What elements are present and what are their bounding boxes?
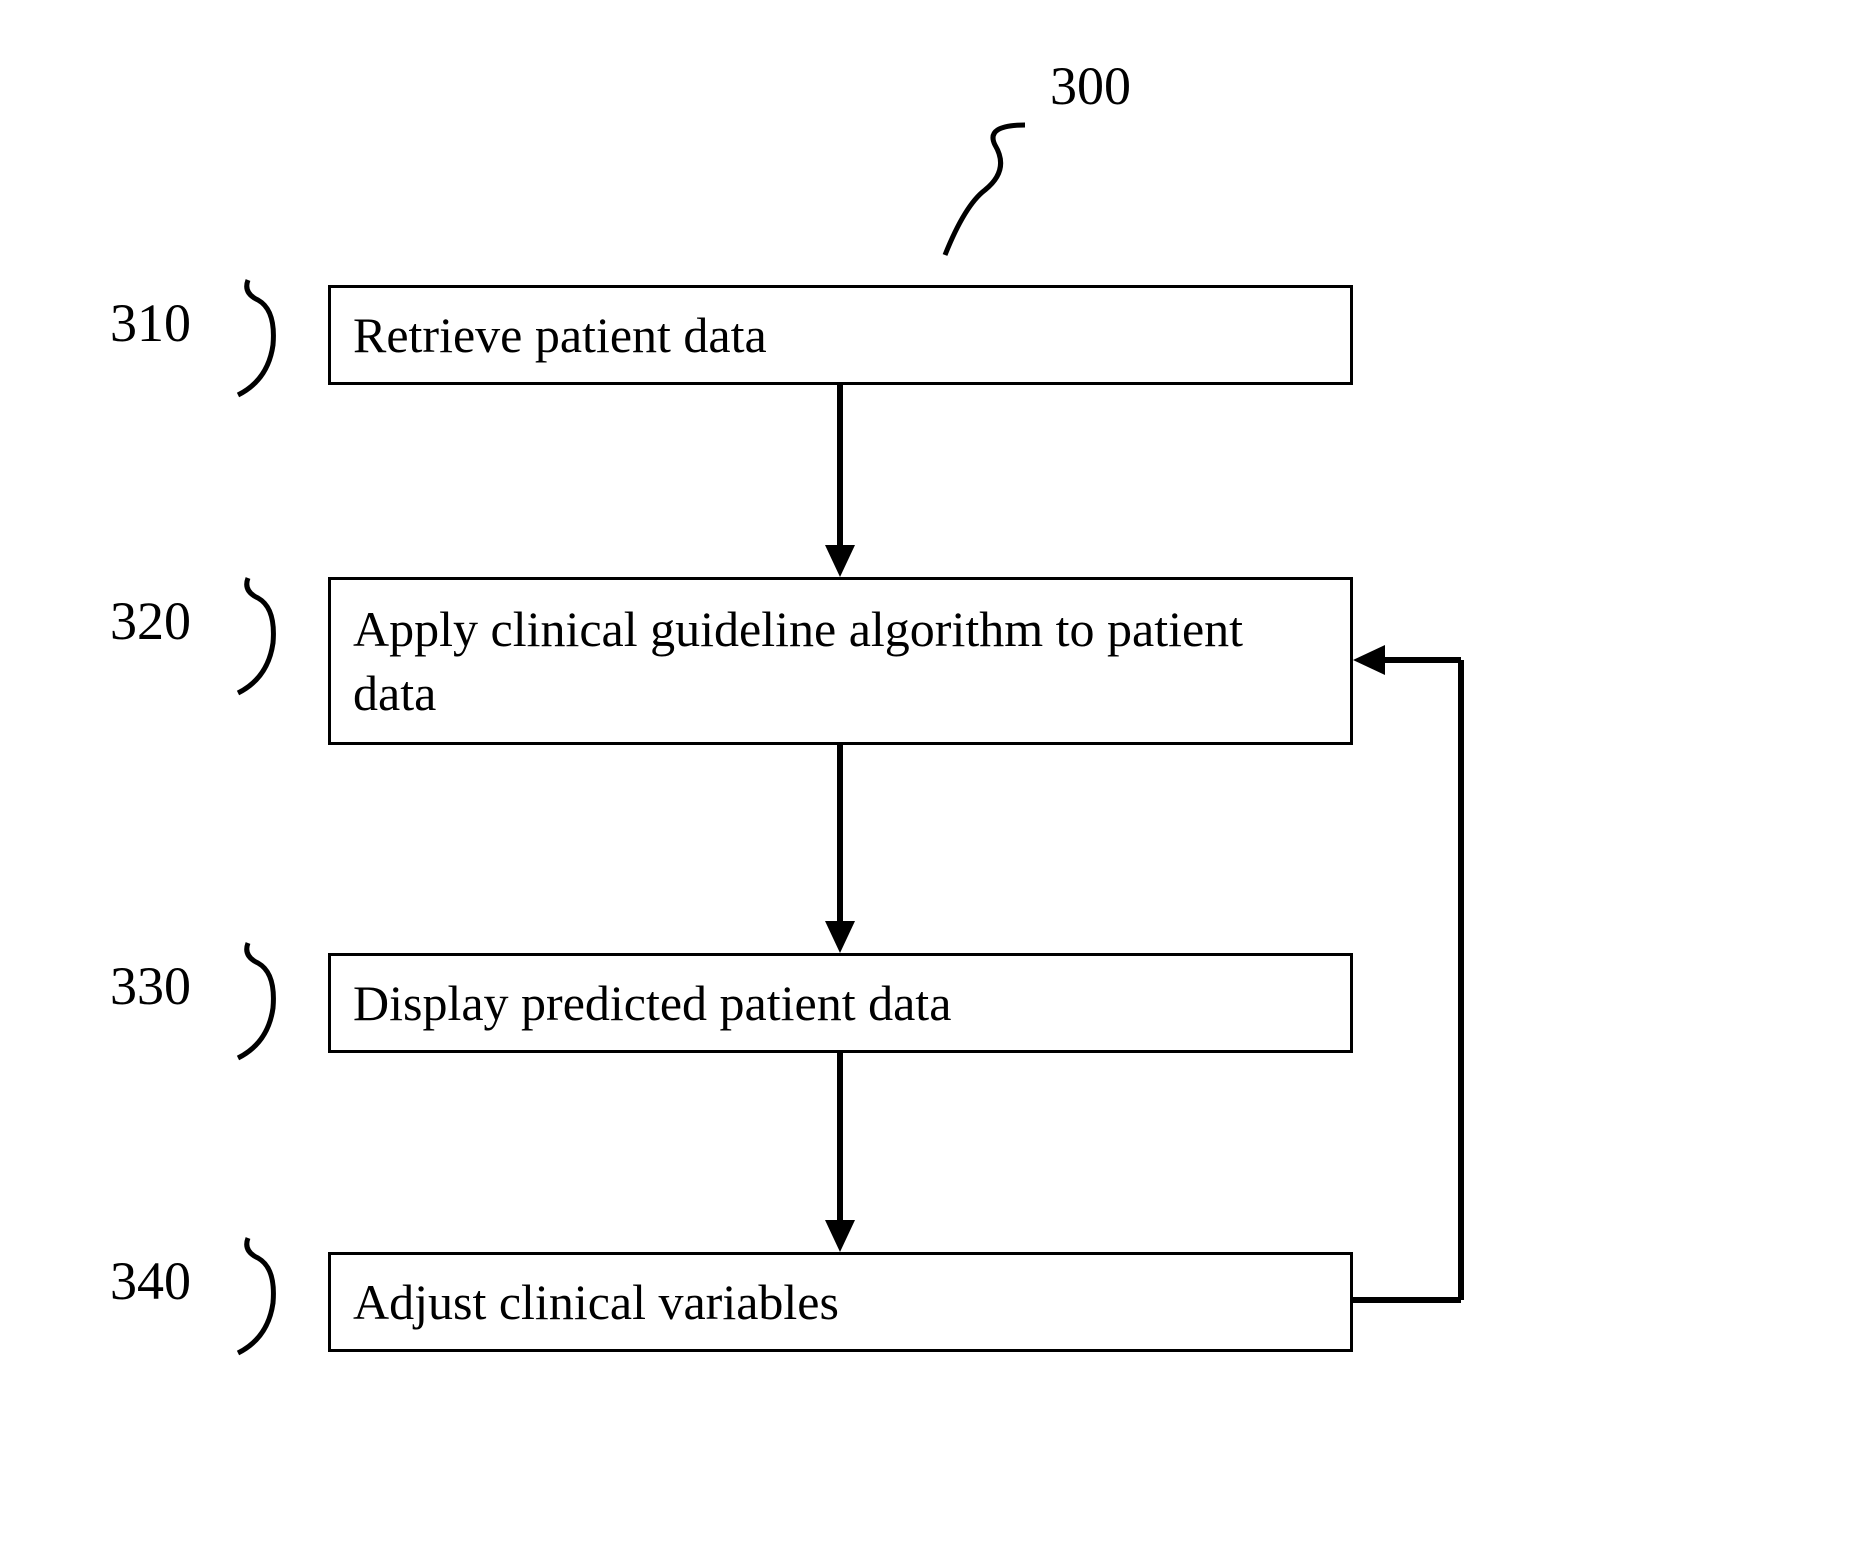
- arrow-340-to-320-feedback: [1353, 630, 1513, 1350]
- arrow-320-to-330: [817, 745, 863, 953]
- ref-label-text: 300: [1050, 56, 1131, 116]
- squiggle-330: [233, 938, 323, 1068]
- ref-label-text: 340: [110, 1251, 191, 1311]
- ref-label-340: 340: [110, 1250, 191, 1312]
- flow-box-text: Adjust clinical variables: [353, 1270, 839, 1334]
- flow-box-text: Apply clinical guideline algorithm to pa…: [353, 597, 1328, 725]
- squiggle-310: [233, 275, 323, 405]
- ref-label-310: 310: [110, 292, 191, 354]
- flow-box-text: Display predicted patient data: [353, 971, 951, 1035]
- flow-box-310: Retrieve patient data: [328, 285, 1353, 385]
- flow-box-340: Adjust clinical variables: [328, 1252, 1353, 1352]
- arrow-330-to-340: [817, 1053, 863, 1252]
- flowchart-diagram: 300 310 Retrieve patient data 320 Apply …: [0, 0, 1854, 1568]
- ref-label-text: 310: [110, 293, 191, 353]
- ref-label-300: 300: [1050, 55, 1131, 117]
- ref-label-text: 320: [110, 591, 191, 651]
- ref-label-text: 330: [110, 956, 191, 1016]
- flow-box-text: Retrieve patient data: [353, 303, 767, 367]
- squiggle-320: [233, 573, 323, 703]
- flow-box-320: Apply clinical guideline algorithm to pa…: [328, 577, 1353, 745]
- flow-box-330: Display predicted patient data: [328, 953, 1353, 1053]
- squiggle-300: [935, 115, 1055, 265]
- ref-label-320: 320: [110, 590, 191, 652]
- ref-label-330: 330: [110, 955, 191, 1017]
- arrow-310-to-320: [817, 385, 863, 577]
- squiggle-340: [233, 1233, 323, 1363]
